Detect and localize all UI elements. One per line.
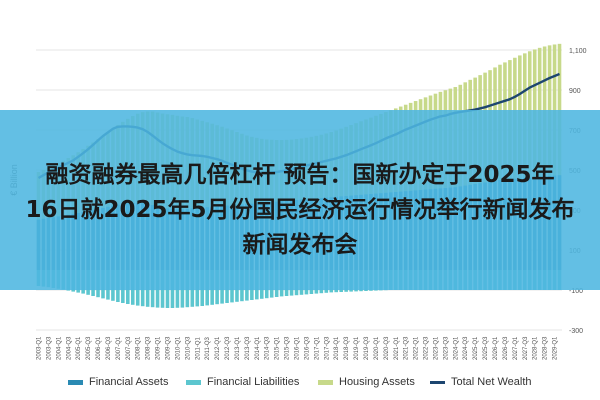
y-tick-label: 1,100: [569, 48, 587, 55]
overlay-line-1: 融资融券最高几倍杠杆 预告：国新办定于2025年: [45, 162, 555, 188]
legend-swatch-financial-liabilities: [186, 379, 201, 385]
legend-financial-assets: Financial Assets: [68, 376, 168, 388]
x-tick-label: 2004-Q1: [56, 336, 62, 360]
legend-swatch-housing-assets: [318, 379, 333, 385]
x-tick-label: 2022-Q3: [424, 336, 430, 360]
x-tick-label: 2015-Q3: [285, 336, 291, 360]
x-tick-label: 2009-Q3: [166, 336, 172, 360]
x-tick-label: 2021-Q1: [394, 336, 400, 360]
x-tick-label: 2025-Q3: [483, 336, 489, 360]
x-tick-label: 2028-Q3: [543, 336, 549, 360]
x-tick-label: 2018-Q3: [344, 336, 350, 360]
x-tick-label: 2014-Q1: [255, 336, 261, 360]
legend-label: Financial Assets: [89, 376, 169, 388]
x-tick-label: 2016-Q3: [304, 336, 310, 360]
x-tick-label: 2005-Q3: [86, 336, 92, 360]
x-tick-label: 2024-Q1: [453, 336, 459, 360]
x-tick-label: 2026-Q1: [493, 336, 499, 360]
overlay-line-3: 新闻发布会: [242, 232, 358, 258]
x-tick-label: 2017-Q1: [314, 336, 320, 360]
x-tick-label: 2010-Q1: [175, 336, 181, 360]
x-tick-label: 2017-Q3: [324, 336, 330, 360]
x-tick-label: 2020-Q3: [384, 336, 390, 360]
x-tick-label: 2009-Q1: [156, 336, 162, 360]
x-tick-label: 2028-Q1: [533, 336, 539, 360]
x-tick-label: 2023-Q3: [443, 336, 449, 360]
x-tick-label: 2027-Q3: [523, 336, 529, 360]
x-tick-label: 2023-Q1: [433, 336, 439, 360]
x-tick-label: 2011-Q3: [205, 336, 211, 360]
x-tick-label: 2012-Q3: [225, 336, 231, 360]
x-tick-label: 2004-Q3: [66, 336, 72, 360]
x-tick-label: 2008-Q3: [146, 336, 152, 360]
y-tick-label: -300: [569, 328, 583, 335]
x-tick-label: 2015-Q1: [275, 336, 281, 360]
x-tick-label: 2013-Q1: [235, 336, 241, 360]
x-tick-label: 2014-Q3: [265, 336, 271, 360]
x-tick-label: 2013-Q3: [245, 336, 251, 360]
x-tick-label: 2006-Q3: [106, 336, 112, 360]
legend-label: Financial Liabilities: [207, 376, 300, 388]
x-tick-label: 2029-Q1: [553, 336, 559, 360]
x-tick-label: 2003-Q3: [46, 336, 52, 360]
legend-financial-liabilities: Financial Liabilities: [186, 376, 299, 388]
x-tick-label: 2024-Q3: [463, 336, 469, 360]
x-tick-label: 2019-Q1: [354, 336, 360, 360]
x-tick-label: 2025-Q1: [473, 336, 479, 360]
x-tick-label: 2027-Q1: [513, 336, 519, 360]
x-tick-label: 2007-Q1: [116, 336, 122, 360]
x-tick-label: 2007-Q3: [126, 336, 132, 360]
x-tick-label: 2018-Q1: [334, 336, 340, 360]
x-tick-label: 2022-Q1: [414, 336, 420, 360]
y-tick-label: 900: [569, 88, 581, 95]
x-tick-label: 2016-Q1: [295, 336, 301, 360]
chart-legend: Financial Assets Financial Liabilities H…: [68, 376, 588, 394]
x-tick-label: 2026-Q3: [503, 336, 509, 360]
overlay-line-2: 16日就2025年5月份国民经济运行情况举行新闻发布: [25, 197, 575, 223]
overlay-banner: [0, 110, 600, 290]
x-tick-label: 2008-Q1: [136, 336, 142, 360]
x-tick-label: 2003-Q1: [36, 336, 42, 360]
legend-net-wealth: Total Net Wealth: [430, 376, 532, 388]
x-tick-label: 2021-Q3: [404, 336, 410, 360]
overlay-headline[interactable]: 融资融券最高几倍杠杆 预告：国新办定于2025年 16日就2025年5月份国民经…: [0, 158, 600, 263]
legend-swatch-financial-assets: [68, 379, 83, 385]
x-tick-label: 2010-Q3: [185, 336, 191, 360]
x-tick-label: 2012-Q1: [215, 336, 221, 360]
y-tick-label: -100: [569, 288, 583, 295]
x-tick-label: 2020-Q1: [374, 336, 380, 360]
x-tick-label: 2005-Q1: [76, 336, 82, 360]
legend-swatch-net-wealth: [430, 380, 445, 384]
x-tick-label: 2011-Q1: [195, 336, 201, 360]
legend-housing-assets: Housing Assets: [318, 376, 415, 388]
x-tick-label: 2019-Q3: [364, 336, 370, 360]
legend-label: Total Net Wealth: [451, 376, 532, 388]
legend-label: Housing Assets: [339, 376, 415, 388]
x-tick-label: 2006-Q1: [96, 336, 102, 360]
